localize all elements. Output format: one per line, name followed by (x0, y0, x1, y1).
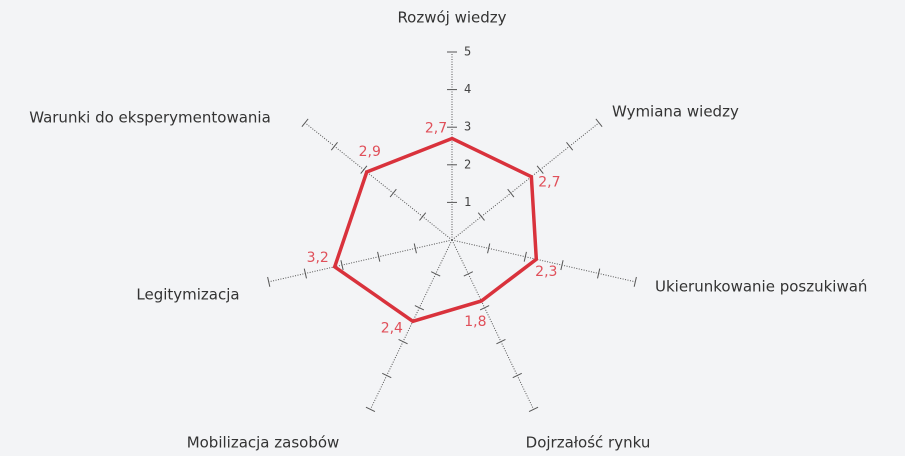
tick-mark (419, 212, 427, 221)
category-label: Ukierunkowanie poszukiwań (655, 278, 867, 296)
tick-mark (382, 372, 392, 379)
category-label: Mobilizacja zasobów (187, 434, 340, 452)
axis-line (304, 122, 453, 241)
tick-mark (566, 142, 574, 151)
value-label: 2,4 (381, 320, 403, 336)
tick-mark (507, 188, 515, 198)
category-label: Legitymizacja (136, 286, 239, 304)
value-label: 2,7 (538, 175, 560, 191)
tick-mark (479, 305, 490, 311)
value-label: 2,7 (425, 120, 447, 136)
tick-mark (512, 372, 522, 379)
value-label: 2,3 (535, 264, 557, 280)
tick-mark (560, 260, 564, 271)
tick-mark (487, 243, 491, 254)
category-label: Warunki do eksperymentowania (29, 109, 271, 127)
tick-mark (365, 406, 376, 413)
tick-mark (528, 406, 539, 413)
tick-mark (414, 305, 425, 311)
tick-mark (496, 339, 506, 345)
category-label: Rozwój wiedzy (397, 9, 506, 27)
axis-line (451, 122, 600, 241)
tick-mark (523, 251, 527, 262)
tick-mark (398, 339, 408, 345)
tick-label: 5 (464, 45, 471, 59)
value-label: 1,8 (464, 314, 486, 330)
tick-mark (413, 243, 417, 254)
tick-mark (595, 118, 603, 128)
tick-mark (536, 165, 544, 174)
data-polygon (332, 136, 539, 324)
tick-mark (303, 268, 307, 279)
tick-mark (330, 142, 338, 151)
value-label: 3,2 (307, 250, 329, 266)
tick-label: 4 (464, 82, 471, 96)
tick-mark (477, 212, 485, 221)
category-label: Dojrzałość rynku (526, 434, 651, 452)
category-label: Wymiana wiedzy (612, 103, 739, 121)
tick-label: 2 (464, 157, 471, 171)
tick-mark (267, 276, 271, 287)
tick-mark (430, 271, 441, 277)
tick-mark (301, 118, 309, 128)
axis-line (268, 239, 453, 283)
tick-label: 3 (464, 120, 471, 134)
tick-mark (597, 268, 601, 279)
tick-mark (360, 165, 368, 174)
tick-mark (389, 188, 397, 198)
tick-mark (463, 271, 474, 277)
tick-mark (377, 251, 381, 262)
tick-mark (633, 276, 637, 287)
tick-label: 1 (464, 195, 471, 209)
tick-mark (340, 260, 344, 271)
value-label: 2,9 (359, 144, 381, 160)
